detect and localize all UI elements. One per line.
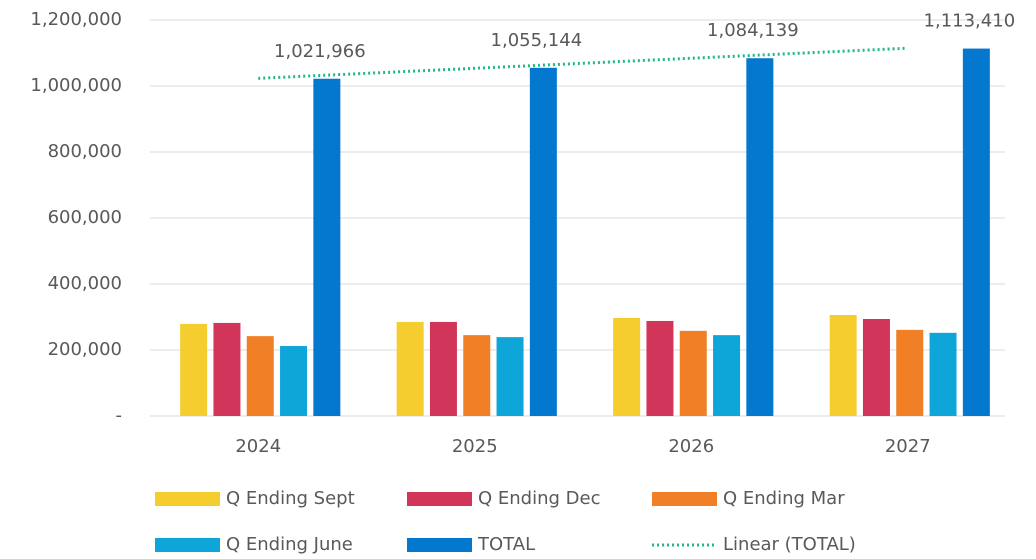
bar xyxy=(679,330,707,416)
legend-swatch xyxy=(652,492,717,506)
y-tick-label: 400,000 xyxy=(48,273,122,294)
bar xyxy=(962,48,990,416)
bar xyxy=(213,322,241,416)
bar xyxy=(463,335,491,416)
legend-label: Q Ending Dec xyxy=(478,488,600,509)
bar xyxy=(713,335,741,416)
data-label: 1,113,410 xyxy=(924,11,1016,32)
bar xyxy=(929,332,957,416)
bar xyxy=(280,346,308,416)
legend-label: TOTAL xyxy=(477,534,535,555)
x-tick-label: 2025 xyxy=(452,436,498,457)
bar xyxy=(646,320,674,416)
x-tick-label: 2027 xyxy=(885,436,931,457)
bar xyxy=(746,58,774,416)
x-tick-label: 2026 xyxy=(668,436,714,457)
legend-label: Linear (TOTAL) xyxy=(723,534,856,555)
legend-swatch xyxy=(155,538,220,552)
bar xyxy=(496,337,524,416)
y-tick-label: 1,200,000 xyxy=(30,9,122,30)
legend-swatch xyxy=(407,492,472,506)
y-tick-label: 600,000 xyxy=(48,207,122,228)
bar xyxy=(829,315,857,416)
legend-label: Q Ending Sept xyxy=(226,488,355,509)
data-label: 1,055,144 xyxy=(491,30,583,51)
legend-swatch xyxy=(155,492,220,506)
bar xyxy=(246,336,274,416)
bar xyxy=(429,321,457,416)
legend-swatch xyxy=(407,538,472,552)
bar xyxy=(862,318,890,416)
legend-label: Q Ending June xyxy=(226,534,353,555)
bar xyxy=(180,323,208,416)
data-label: 1,021,966 xyxy=(274,41,366,62)
x-tick-label: 2024 xyxy=(235,436,281,457)
bar xyxy=(613,317,641,416)
bar xyxy=(529,67,557,416)
y-tick-label: 800,000 xyxy=(48,141,122,162)
y-tick-label: - xyxy=(116,405,123,426)
legend-label: Q Ending Mar xyxy=(723,488,845,509)
bar xyxy=(313,78,341,416)
y-tick-label: 200,000 xyxy=(48,339,122,360)
bar xyxy=(396,321,424,416)
data-label: 1,084,139 xyxy=(707,20,799,41)
y-tick-label: 1,000,000 xyxy=(30,75,122,96)
bar xyxy=(896,329,924,416)
